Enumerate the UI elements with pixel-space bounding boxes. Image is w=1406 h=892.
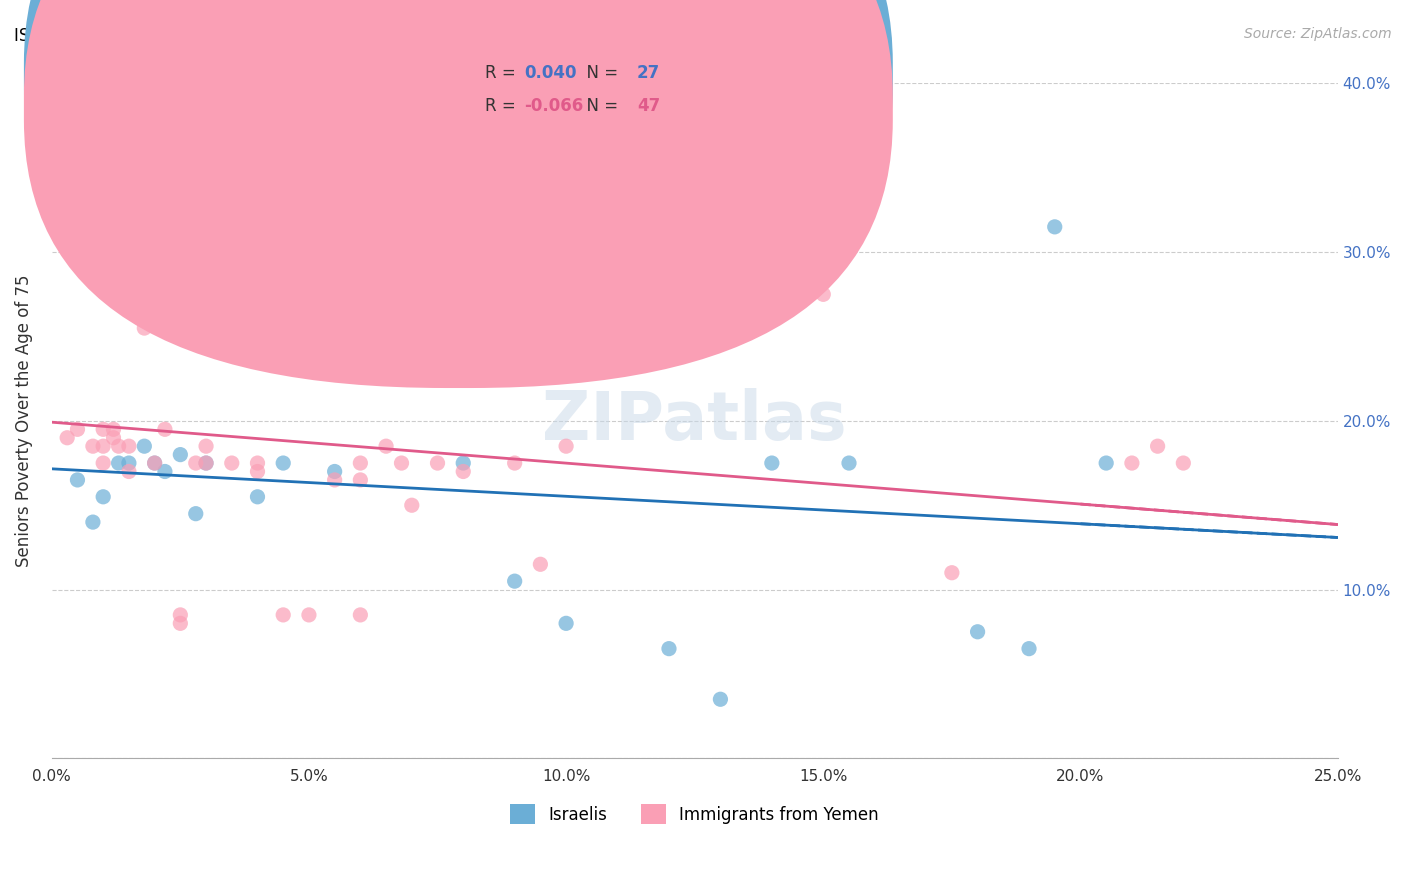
Point [66,219,89,234]
Point [118,439,141,453]
Text: 27: 27 [637,64,661,82]
Point [82,178,104,192]
Point [709,692,731,706]
Point [169,616,191,631]
Point [1121,456,1143,470]
Point [401,498,423,512]
Point [76,161,98,175]
Text: N =: N = [576,97,624,115]
Point [838,456,860,470]
Point [375,439,398,453]
Point [349,329,371,343]
Point [169,607,191,622]
Point [349,456,371,470]
Point [966,624,988,639]
Point [529,558,551,572]
Point [298,607,321,622]
Point [195,456,218,470]
Point [375,295,398,310]
Text: Source: ZipAtlas.com: Source: ZipAtlas.com [1244,27,1392,41]
Point [134,439,156,453]
Point [195,439,218,453]
Point [153,422,176,436]
Point [1018,641,1040,656]
Point [66,422,89,436]
Point [271,456,294,470]
Point [349,473,371,487]
Point [82,515,104,529]
Point [91,279,114,293]
Point [82,439,104,453]
Point [143,456,166,470]
Point [451,465,474,479]
Point [658,641,681,656]
Point [91,490,114,504]
Point [246,465,269,479]
Point [107,439,129,453]
Point [184,507,207,521]
Point [761,456,783,470]
Point [66,245,89,260]
Point [323,465,346,479]
Point [134,321,156,335]
Text: ISRAELI VS IMMIGRANTS FROM YEMEN SENIORS POVERTY OVER THE AGE OF 75 CORRELATION : ISRAELI VS IMMIGRANTS FROM YEMEN SENIORS… [14,27,860,45]
Point [813,287,835,301]
Point [103,422,125,436]
Legend: Israelis, Immigrants from Yemen: Israelis, Immigrants from Yemen [503,797,886,831]
Point [1043,219,1066,234]
Point [153,465,176,479]
Point [451,456,474,470]
Point [503,574,526,589]
Point [323,473,346,487]
Text: N =: N = [576,64,624,82]
Point [118,465,141,479]
Point [56,431,79,445]
Point [1173,456,1195,470]
Point [426,456,449,470]
Text: R =: R = [485,97,522,115]
Point [107,456,129,470]
Point [555,439,578,453]
Point [1146,439,1168,453]
Point [169,448,191,462]
Y-axis label: Seniors Poverty Over the Age of 75: Seniors Poverty Over the Age of 75 [15,275,32,567]
Point [941,566,963,580]
Text: -0.066: -0.066 [524,97,583,115]
Text: 0.040: 0.040 [524,64,576,82]
Point [256,279,278,293]
Text: R =: R = [485,64,522,82]
Point [271,607,294,622]
Point [391,456,413,470]
Point [555,616,578,631]
Point [118,456,141,470]
Point [246,490,269,504]
Point [349,607,371,622]
Point [103,431,125,445]
Text: ZIPatlas: ZIPatlas [543,388,846,454]
Point [195,456,218,470]
Point [66,473,89,487]
Point [143,456,166,470]
Point [221,456,243,470]
Text: 47: 47 [637,97,661,115]
Point [91,456,114,470]
Point [246,456,269,470]
Point [91,439,114,453]
Point [91,422,114,436]
Point [184,456,207,470]
Point [1095,456,1118,470]
Point [503,456,526,470]
